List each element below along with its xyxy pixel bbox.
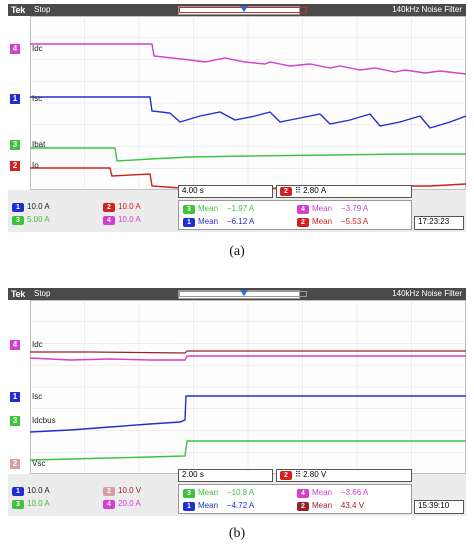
scope-a-readout-bar: 4.00 s 2 ⠿ 2.80 A 1 10.0 A 2 10.0 A 3 5.00 A… — [8, 185, 466, 232]
trace-label-idcbus: Idcbus — [32, 416, 56, 425]
scope-a-status-bar: Tek Stop 140kHz Noise Filter — [8, 4, 466, 16]
meas-ch4: 4 Mean −3.79 A — [297, 204, 368, 214]
meas-ch3: 3 Mean −10.8 A — [183, 488, 254, 498]
tek-logo: Tek — [11, 5, 25, 15]
ch1-marker[interactable]: 1 — [10, 392, 20, 402]
trace-label-idc: Idc — [32, 44, 43, 53]
tek-logo: Tek — [11, 289, 25, 299]
meas-ch1: 1 Mean −4.72 A — [183, 501, 254, 511]
scope-b-readout-bar: 2.00 s 2 ⠿ 2.80 V 1 10.0 A 2 10.0 V 3 10.0 A… — [8, 469, 466, 516]
timebase-readout[interactable]: 2.00 s — [178, 469, 273, 482]
ch3-scale[interactable]: 3 10.0 A — [12, 499, 50, 509]
ch1-scale[interactable]: 1 10.0 A — [12, 202, 50, 212]
ch3-marker[interactable]: 3 — [10, 416, 20, 426]
ch2-marker[interactable]: 2 — [10, 459, 20, 469]
ch1-marker[interactable]: 1 — [10, 94, 20, 104]
meas-ch2: 2 Mean −5.53 A — [297, 217, 368, 227]
trigger-position-icon — [240, 6, 248, 12]
scope-a: Tek Stop 140kHz Noise Filter 4 1 3 2 Idc… — [8, 4, 466, 232]
scope-b-status-bar: Tek Stop 140kHz Noise Filter — [8, 288, 466, 300]
noise-filter-label: 140kHz Noise Filter — [392, 289, 462, 298]
meas-ch4: 4 Mean −3.66 A — [297, 488, 368, 498]
ch1-trace — [30, 96, 466, 129]
trace-label-isc: Isc — [32, 392, 43, 401]
scope-a-waveforms — [30, 16, 466, 190]
scope-b-waveforms — [30, 300, 466, 474]
trigger-readout[interactable]: 2 ⠿ 2.80 V — [276, 469, 412, 482]
ch4-scale[interactable]: 4 20.0 A — [103, 499, 141, 509]
ch2-trace — [30, 350, 466, 354]
meas-ch3: 3 Mean −1.97 A — [183, 204, 254, 214]
timebase-readout[interactable]: 4.00 s — [178, 185, 273, 198]
trace-label-isc: Isc — [32, 94, 43, 103]
ch4-scale[interactable]: 4 10.0 A — [103, 215, 141, 225]
ch4-marker[interactable]: 4 — [10, 340, 20, 350]
ch1-scale[interactable]: 1 10.0 A — [12, 486, 50, 496]
ch1-trace — [30, 395, 466, 433]
ch3-trace — [30, 147, 466, 162]
ch2-scale[interactable]: 2 10.0 V — [103, 486, 141, 496]
trigger-position-icon — [240, 290, 248, 296]
trace-label-io: Io — [32, 161, 39, 170]
meas-ch2: 2 Mean 43.4 V — [297, 501, 364, 511]
ch2-scale[interactable]: 2 10.0 A — [103, 202, 141, 212]
ch3-marker[interactable]: 3 — [10, 140, 20, 150]
measurement-panel: 3 Mean −1.97 A 4 Mean −3.79 A 1 Mean −6.12 … — [178, 200, 412, 230]
ch4-marker[interactable]: 4 — [10, 44, 20, 54]
scope-b: Tek Stop 140kHz Noise Filter 4 1 3 2 Idc… — [8, 288, 466, 516]
ch2-marker[interactable]: 2 — [10, 161, 20, 171]
scope-b-clock: 15:39:10 — [414, 500, 464, 514]
acquisition-state: Stop — [34, 289, 51, 298]
trace-label-vsc: Vsc — [32, 459, 46, 468]
ch3-trace — [30, 440, 466, 461]
meas-ch1: 1 Mean −6.12 A — [183, 217, 254, 227]
trace-label-idc: Idc — [32, 340, 43, 349]
ch4-trace — [30, 43, 466, 75]
measurement-panel: 3 Mean −10.8 A 4 Mean −3.66 A 1 Mean −4.72 … — [178, 484, 412, 514]
record-window-bar[interactable] — [178, 290, 307, 299]
caption-b: (b) — [228, 526, 246, 541]
record-window-bar[interactable] — [178, 6, 307, 15]
acquisition-state: Stop — [34, 5, 51, 14]
trace-label-ibat: Ibat — [32, 140, 46, 149]
scope-a-clock: 17:23:23 — [414, 216, 464, 230]
noise-filter-label: 140kHz Noise Filter — [392, 5, 462, 14]
caption-a: (a) — [229, 244, 245, 259]
trigger-readout[interactable]: 2 ⠿ 2.80 A — [276, 185, 412, 198]
ch3-scale[interactable]: 3 5.00 A — [12, 215, 50, 225]
ch4-trace — [30, 355, 466, 361]
